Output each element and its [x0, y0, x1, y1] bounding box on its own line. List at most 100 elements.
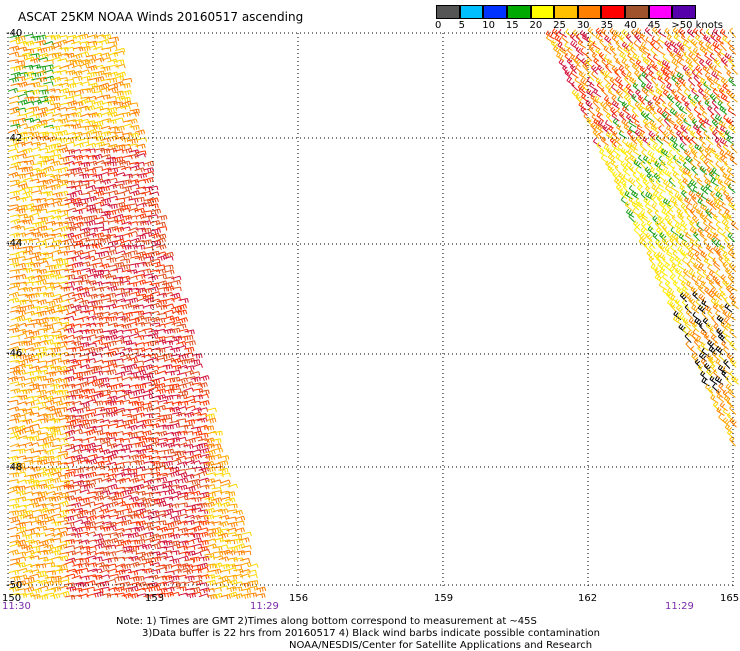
colorbar-label: 35	[600, 20, 614, 31]
wind-barb	[115, 556, 126, 562]
wind-barb	[697, 344, 705, 355]
wind-barb	[155, 237, 166, 244]
wind-barb	[164, 442, 175, 449]
wind-barb	[716, 314, 725, 325]
wind-barb	[141, 419, 152, 425]
wind-barb	[31, 587, 43, 594]
wind-barb	[700, 341, 709, 352]
wind-barb	[115, 71, 127, 78]
wind-barb	[686, 244, 694, 255]
wind-barb	[24, 577, 35, 583]
wind-barb	[664, 27, 673, 38]
wind-barb	[31, 419, 43, 424]
wind-barb	[650, 124, 659, 134]
wind-barb	[191, 525, 202, 532]
wind-barb	[45, 405, 56, 412]
wind-barb	[647, 150, 656, 160]
wind-barb	[49, 125, 61, 131]
wind-barb	[656, 107, 665, 117]
wind-barb	[190, 586, 201, 593]
wind-barb	[671, 262, 679, 273]
wind-barb	[197, 438, 209, 443]
wind-barb	[63, 315, 75, 321]
wind-barb	[147, 274, 159, 281]
wind-barb	[625, 208, 635, 218]
wind-barb	[133, 360, 145, 366]
wind-barb	[712, 41, 721, 51]
wind-barb	[163, 508, 174, 515]
wind-barb	[631, 28, 639, 39]
wind-barb	[93, 591, 104, 598]
wind-barb	[71, 363, 83, 369]
wind-barb	[87, 40, 98, 46]
wind-barb	[143, 521, 154, 528]
wind-barb	[29, 330, 40, 337]
wind-barb	[99, 412, 110, 418]
wind-barb	[121, 592, 132, 599]
wind-barb	[107, 322, 119, 328]
wind-barb	[670, 70, 679, 80]
wind-barb	[163, 264, 174, 270]
wind-barb	[100, 192, 111, 197]
wind-barb	[705, 59, 713, 69]
wind-barb	[664, 117, 671, 128]
wind-barb	[94, 76, 105, 82]
wind-barb	[667, 219, 676, 229]
wind-barb	[708, 279, 717, 290]
wind-barb	[199, 491, 210, 498]
wind-barb	[696, 268, 705, 279]
lon-label: 162	[578, 593, 598, 604]
wind-barb	[718, 196, 726, 206]
wind-barb	[721, 212, 729, 223]
wind-barb	[65, 364, 77, 371]
wind-barb	[64, 232, 75, 239]
wind-barb	[100, 178, 111, 185]
wind-barb	[605, 99, 613, 110]
wind-barb	[101, 228, 112, 234]
wind-barb	[611, 94, 619, 105]
wind-barb	[255, 593, 266, 599]
wind-barb	[657, 183, 666, 193]
wind-barb	[65, 550, 76, 556]
wind-barb	[631, 190, 640, 200]
wind-barb	[78, 33, 89, 39]
wind-barb	[652, 232, 660, 243]
wind-barb	[712, 257, 721, 267]
wind-barb	[679, 292, 687, 303]
wind-barb	[676, 286, 685, 297]
wind-barb	[107, 45, 118, 50]
wind-barb	[634, 32, 642, 43]
wind-barb	[52, 191, 63, 198]
wind-barb	[683, 117, 692, 127]
wind-barb	[655, 83, 663, 93]
wind-barb	[710, 147, 719, 157]
wind-barb	[149, 431, 161, 437]
wind-barb	[608, 125, 617, 135]
colorbar-label: 45	[647, 20, 661, 31]
wind-barb	[169, 316, 180, 323]
wind-barb	[724, 303, 733, 313]
wind-barb	[73, 89, 84, 95]
wind-barb	[727, 232, 735, 243]
wind-barb	[136, 220, 147, 226]
wind-barb	[648, 255, 656, 266]
wind-barb	[99, 574, 110, 579]
wind-barb	[80, 45, 91, 52]
wind-barb	[727, 174, 736, 184]
wind-barb	[719, 303, 727, 314]
wind-barb	[85, 358, 97, 363]
wind-barb	[94, 186, 105, 192]
wind-barb	[162, 340, 174, 346]
wind-barb	[220, 472, 231, 478]
wind-barb	[37, 459, 48, 466]
wind-barb	[619, 111, 627, 122]
wind-barb	[636, 201, 645, 211]
wind-barb	[58, 509, 70, 516]
wind-barb	[628, 213, 636, 224]
wind-barb	[640, 227, 649, 237]
wind-barb	[706, 46, 715, 56]
wind-barb	[99, 263, 110, 270]
wind-barb	[714, 185, 722, 195]
wind-barb	[30, 81, 41, 88]
wind-barb	[156, 483, 167, 489]
